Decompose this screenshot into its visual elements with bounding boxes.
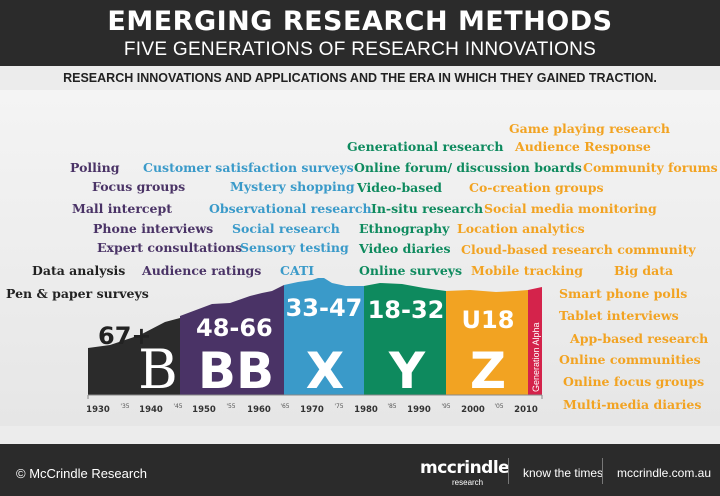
brand-logo-sub: research: [452, 478, 484, 487]
method-label: Ethnography: [359, 221, 450, 236]
method-label: CATI: [280, 263, 315, 278]
method-label: Online forum/ discussion boards: [354, 160, 582, 175]
method-label: Multi-media diaries: [563, 397, 702, 412]
method-label: Audience Response: [515, 139, 651, 154]
gen-age-genx: 33-47: [286, 294, 363, 322]
builders-area: [88, 318, 180, 395]
method-label: Location analytics: [457, 221, 585, 236]
gen-letter-b: B: [138, 338, 178, 401]
method-label: Co-creation groups: [469, 180, 604, 195]
year-label: 2000: [461, 405, 485, 415]
year-label: 1950: [192, 405, 216, 415]
gen-letter-x: X: [306, 342, 345, 400]
year-label: 1990: [407, 405, 431, 415]
method-label: Phone interviews: [93, 221, 214, 236]
website-link[interactable]: mccrindle.com.au: [617, 466, 712, 480]
copyright-text: © McCrindle Research: [16, 466, 147, 481]
method-label: Online communities: [559, 352, 701, 367]
method-label: Generational research: [347, 139, 504, 154]
year-label-minor: '95: [441, 403, 450, 410]
method-label: Social media monitoring: [484, 201, 657, 216]
year-label-minor: '75: [334, 403, 343, 410]
year-label: 1940: [139, 405, 163, 415]
method-label: Pen & paper surveys: [6, 286, 149, 301]
gen-age-geny: 18-32: [368, 296, 445, 324]
year-label: 1930: [86, 405, 110, 415]
gen-age-genz: U18: [462, 306, 515, 334]
header-bar: EMERGING RESEARCH METHODS FIVE GENERATIO…: [0, 0, 720, 66]
gen-label-alpha: Generation Alpha: [531, 322, 541, 392]
year-label: 1960: [247, 405, 271, 415]
method-label: Mobile tracking: [471, 263, 584, 278]
method-label: Community forums: [583, 160, 718, 175]
page-subtitle: FIVE GENERATIONS OF RESEARCH INNOVATIONS: [123, 39, 597, 60]
genalpha-area: [528, 287, 542, 395]
generation-timeline-chart: B BB X Y Z 67+ 48-66 33-47 18-32 U18 Gen…: [86, 278, 543, 415]
footer-divider: [508, 458, 509, 484]
year-label-minor: '35: [120, 403, 129, 410]
genz-area: [446, 290, 528, 395]
method-label: Video diaries: [359, 241, 451, 256]
year-label-minor: '45: [173, 403, 182, 410]
method-label: Sensory testing: [240, 240, 349, 255]
method-label: Mystery shopping: [230, 179, 355, 194]
method-label: Data analysis: [32, 263, 126, 278]
gen-age-boomers: 48-66: [196, 314, 273, 342]
year-label: 1970: [300, 405, 324, 415]
footer-bar: © McCrindle Research mccrindle research …: [0, 444, 720, 496]
year-label-minor: '55: [226, 403, 235, 410]
year-label: 2010: [514, 405, 538, 415]
method-label: Smart phone polls: [559, 286, 688, 301]
method-label: Online focus groups: [563, 374, 705, 389]
gen-age-builders: 67+: [98, 322, 152, 350]
page-title: EMERGING RESEARCH METHODS: [107, 6, 613, 37]
infographic-panel: Data analysis Pen & paper surveys Pollin…: [0, 90, 720, 426]
method-label: App-based research: [570, 331, 709, 346]
year-label: 1980: [354, 405, 378, 415]
year-label-minor: '85: [387, 403, 396, 410]
method-label: Mall intercept: [72, 201, 173, 216]
method-label: Cloud-based research community: [461, 242, 696, 257]
method-label: Online surveys: [359, 263, 463, 278]
method-label: Observational research: [209, 201, 372, 216]
method-label: Focus groups: [92, 179, 186, 194]
brand-tagline: know the times: [523, 466, 604, 480]
method-label: Polling: [70, 160, 120, 175]
boomers-area: [180, 285, 284, 395]
gen-letter-bb: BB: [198, 342, 274, 400]
brand-logo[interactable]: mccrindle: [420, 458, 510, 478]
gen-letter-y: Y: [388, 342, 426, 400]
gen-letter-z: Z: [470, 342, 506, 400]
method-label: Audience ratings: [142, 263, 262, 278]
method-label: Customer satisfaction surveys: [143, 160, 354, 175]
method-label: In-situ research: [371, 201, 484, 216]
method-label: Expert consultations: [97, 240, 243, 255]
method-label: Social research: [232, 221, 340, 236]
method-label: Big data: [614, 263, 674, 278]
method-label: Game playing research: [509, 121, 670, 136]
method-label: Tablet interviews: [559, 308, 679, 323]
year-label-minor: '65: [280, 403, 289, 410]
year-label-minor: '05: [494, 403, 503, 410]
intro-tagline: RESEARCH INNOVATIONS AND APPLICATIONS AN…: [63, 71, 657, 85]
geny-area: [364, 283, 446, 395]
footer-divider: [602, 458, 603, 484]
method-label: Video-based: [357, 180, 443, 195]
genx-area: [284, 278, 364, 395]
